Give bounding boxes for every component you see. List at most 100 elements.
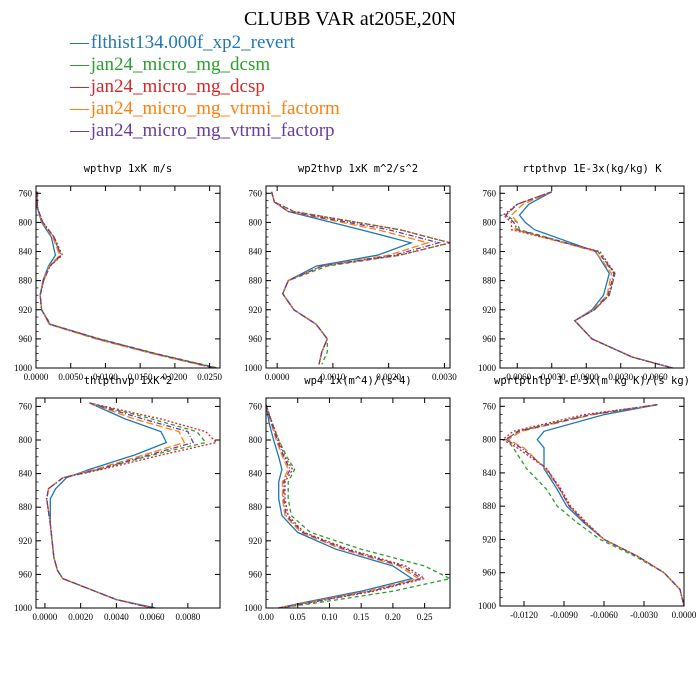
y-tick-label: 920	[483, 305, 497, 315]
y-tick-label: 880	[19, 502, 33, 512]
series-line	[265, 404, 420, 609]
x-tick-label: 0.0020	[68, 612, 93, 622]
y-tick-label: 1000	[478, 363, 497, 373]
legend-dash: —	[70, 32, 89, 53]
y-tick-label: 760	[249, 401, 263, 411]
panel-title: wp4 1x(m^4)/(s^4)	[304, 375, 411, 387]
y-tick-label: 880	[483, 276, 497, 286]
y-tick-label: 920	[19, 536, 33, 546]
x-tick-label: 0.0030	[432, 372, 457, 382]
x-tick-label: -0.0030	[538, 372, 566, 382]
y-tick-label: 1000	[14, 363, 33, 373]
legend-dash: —	[70, 76, 89, 97]
series-line	[510, 191, 673, 369]
x-tick-label: 0.0030	[608, 372, 633, 382]
x-tick-label: 0.0150	[128, 372, 153, 382]
panel: wpthvp 1xK m/s76080084088092096010000.00…	[14, 163, 222, 382]
legend-label: flthist134.000f_xp2_revert	[90, 32, 295, 53]
legend-label: jan24_micro_mg_dcsp	[90, 76, 265, 97]
y-tick-label: 960	[483, 334, 497, 344]
x-tick-label: -0.0120	[510, 610, 538, 620]
y-tick-label: 760	[19, 401, 33, 411]
legend-item: — jan24_micro_mg_dcsp	[70, 76, 340, 98]
y-tick-label: 920	[249, 536, 263, 546]
x-tick-label: 0.0020	[376, 372, 401, 382]
plot-frame	[499, 397, 685, 607]
x-tick-label: 0.15	[353, 612, 369, 622]
y-tick-label: 840	[249, 247, 263, 257]
x-tick-label: 0.0000	[672, 610, 697, 620]
series-line	[36, 191, 217, 369]
series-line	[46, 402, 207, 609]
y-tick-label: 760	[19, 188, 33, 198]
y-tick-label: 920	[249, 305, 263, 315]
y-tick-label: 840	[483, 468, 497, 478]
y-tick-label: 800	[249, 217, 263, 227]
y-tick-label: 800	[249, 435, 263, 445]
panel-title: thlpthvp 1xK^2	[84, 375, 173, 387]
x-tick-label: 0.0000	[24, 372, 49, 382]
y-tick-label: 960	[19, 334, 33, 344]
panel: wp4 1x(m^4)/(s^4)76080084088092096010000…	[244, 375, 452, 622]
x-tick-label: 0.0200	[162, 372, 187, 382]
x-tick-label: 0.0060	[140, 612, 165, 622]
series-line	[502, 191, 673, 369]
y-tick-label: 960	[249, 569, 263, 579]
x-tick-label: -0.0060	[503, 372, 531, 382]
panel: thlpthvp 1xK^276080084088092096010000.00…	[14, 375, 221, 622]
x-tick-label: 0.05	[290, 612, 306, 622]
y-tick-label: 840	[249, 469, 263, 479]
series-line	[46, 402, 186, 609]
y-tick-label: 880	[249, 276, 263, 286]
legend-dash: —	[70, 120, 89, 141]
series-line	[270, 191, 442, 365]
legend-label: jan24_micro_mg_dcsm	[90, 54, 271, 75]
plot-frame	[265, 185, 451, 369]
legend-dash: —	[70, 54, 89, 75]
y-tick-label: 1000	[478, 601, 497, 611]
plot-frame	[265, 397, 451, 609]
y-tick-label: 840	[19, 469, 33, 479]
panel-title: wp2thvp 1xK m^2/s^2	[298, 163, 418, 175]
chart-title: CLUBB VAR at205E,20N	[243, 8, 457, 30]
x-tick-label: 0.0010	[321, 372, 346, 382]
legend-item: — jan24_micro_mg_dcsm	[70, 54, 340, 76]
y-tick-label: 760	[483, 401, 497, 411]
y-tick-label: 760	[249, 188, 263, 198]
legend-item: — flthist134.000f_xp2_revert	[70, 32, 340, 54]
panel: wprtpthlp 1-E-3x(m kg K)/(s kg) 760 800 840…	[478, 375, 697, 620]
x-tick-label: -0.0030	[630, 610, 658, 620]
y-tick-label: 1000	[14, 603, 33, 613]
series-line	[46, 402, 195, 609]
series-line	[501, 404, 685, 607]
y-tick-label: 800	[483, 217, 497, 227]
x-tick-label: 0.0000	[33, 612, 58, 622]
series-line	[46, 402, 218, 609]
x-tick-label: 0.0100	[93, 372, 118, 382]
y-tick-label: 920	[19, 305, 33, 315]
x-tick-label: -0.0090	[550, 610, 578, 620]
y-tick-label: 880	[483, 501, 497, 511]
y-tick-label: 800	[19, 435, 33, 445]
y-tick-label: 800	[19, 217, 33, 227]
series-line	[36, 191, 216, 369]
x-tick-label: 0.0250	[197, 372, 222, 382]
series-line	[265, 404, 423, 609]
legend: — flthist134.000f_xp2_revert — jan24_mic…	[70, 32, 340, 142]
x-tick-label: 0.0050	[58, 372, 83, 382]
y-tick-label: 1000	[244, 603, 263, 613]
x-tick-label: 0.25	[417, 612, 433, 622]
y-tick-label: 840	[483, 247, 497, 257]
panel: rtpthvp 1E-3x(kg/kg) K 760 800 840 880 920 960…	[478, 163, 685, 382]
series-line	[265, 404, 414, 609]
x-tick-label: 0.0000	[265, 372, 290, 382]
legend-item: — jan24_micro_mg_vtrmi_factorm	[70, 98, 340, 120]
y-tick-label: 1000	[244, 363, 263, 373]
series-line	[504, 191, 673, 369]
series-line	[265, 404, 452, 609]
y-tick-label: 960	[249, 334, 263, 344]
y-tick-label: 960	[483, 568, 497, 578]
legend-dash: —	[70, 98, 89, 119]
series-line	[503, 404, 685, 607]
